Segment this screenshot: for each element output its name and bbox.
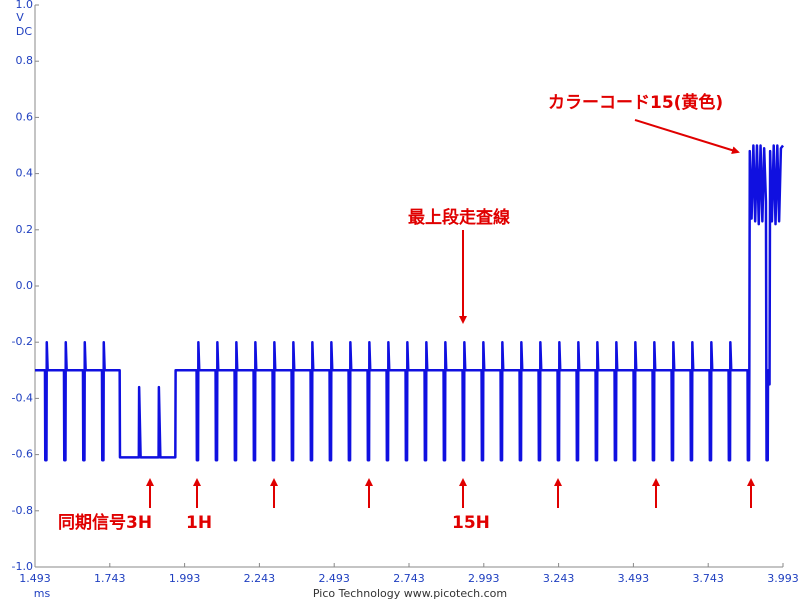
y-tick-label: 1.0 (16, 0, 34, 11)
y-tick-label: -0.8 (12, 504, 33, 517)
x-tick-label: 2.493 (318, 572, 350, 585)
y-tick-label: -0.6 (12, 448, 33, 461)
x-tick-label: 3.743 (692, 572, 724, 585)
y-unit: V (16, 11, 24, 24)
x-tick-label: 1.993 (169, 572, 201, 585)
x-tick-label: 2.993 (468, 572, 500, 585)
y-tick-label: 0.4 (16, 167, 34, 180)
annotation: 最上段走査線 (408, 207, 510, 228)
x-tick-label: 2.243 (244, 572, 276, 585)
y-tick-label: -0.2 (12, 335, 33, 348)
x-tick-label: 3.993 (767, 572, 799, 585)
y-tick-label: 0.2 (16, 223, 34, 236)
y-tick-label: 0.6 (16, 110, 34, 123)
y-tick-label: -0.4 (12, 391, 33, 404)
annotation: 同期信号3H (58, 512, 152, 533)
annotation: カラーコード15(黄色) (548, 92, 723, 113)
x-tick-label: 3.243 (543, 572, 575, 585)
arrows (146, 119, 755, 508)
x-tick-label: 1.493 (19, 572, 51, 585)
x-tick-label: 1.743 (94, 572, 126, 585)
signal-trace (35, 144, 785, 462)
annotation: 15H (452, 513, 490, 533)
x-unit: ms (34, 587, 51, 600)
arrow (634, 119, 740, 155)
x-tick-label: 3.493 (618, 572, 650, 585)
footer: Pico Technology www.picotech.com (313, 587, 507, 600)
y-coupling: DC (16, 25, 32, 38)
y-tick-label: -1.0 (12, 560, 33, 573)
annotation: 1H (186, 513, 212, 533)
y-tick-label: 0.0 (16, 279, 34, 292)
y-tick-label: 0.8 (16, 54, 34, 67)
x-tick-label: 2.743 (393, 572, 425, 585)
